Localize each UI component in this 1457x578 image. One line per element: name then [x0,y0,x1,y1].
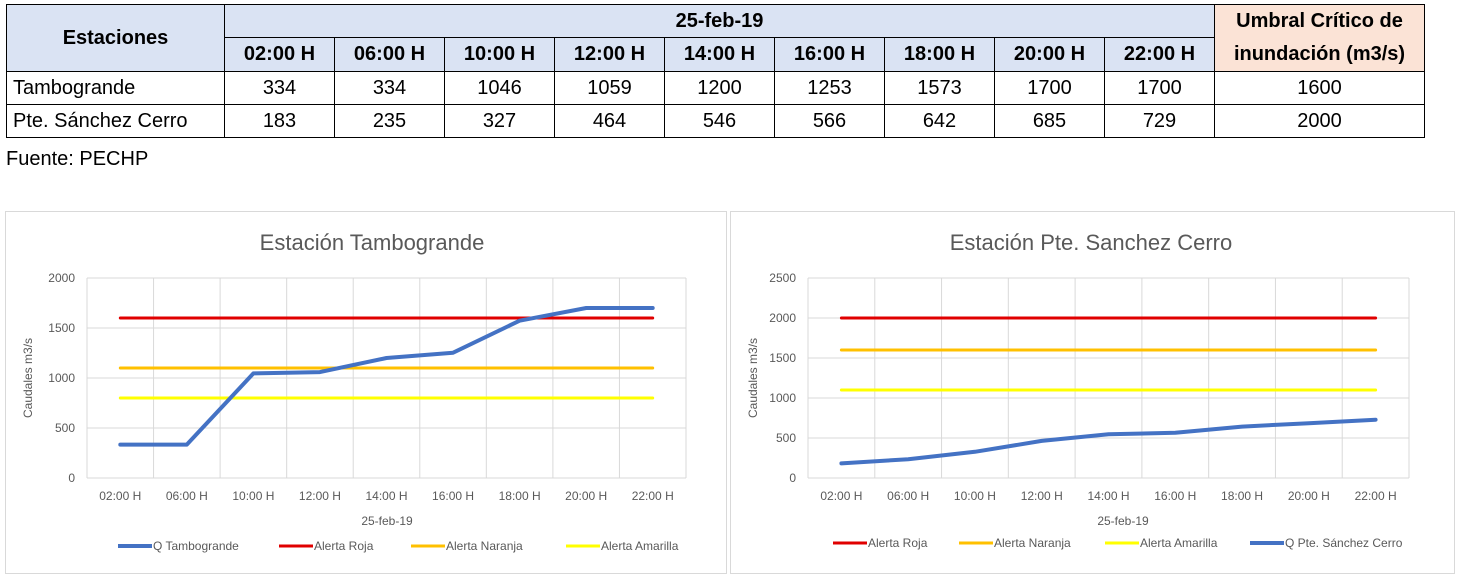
legend-entry: Q Tambogrande [153,539,239,553]
x-tick-label: 02:00 H [820,489,862,503]
header-time: 10:00 H [444,37,555,72]
header-time: 22:00 H [1104,37,1215,72]
legend-entry: Alerta Roja [868,536,928,550]
flow-value: 334 [334,71,445,105]
y-tick-label: 1500 [769,351,796,365]
y-tick-label: 500 [776,431,796,445]
header-date: 25-feb-19 [224,4,1215,38]
header-threshold: Umbral Crítico de inundación (m3/s) [1214,4,1425,72]
chart-title: Estación Tambogrande [260,230,485,255]
flow-value: 1700 [1104,71,1215,105]
flow-value: 235 [334,104,445,138]
y-tick-label: 0 [789,471,796,485]
chart-panel-sanchez-cerro: Estación Pte. Sanchez Cerro 0 500 1000 1500 2… [730,211,1455,574]
x-tick-label: 06:00 H [887,489,929,503]
x-tick-label: 10:00 H [954,489,996,503]
flow-value: 464 [554,104,665,138]
chart-tambogrande: Estación Tambogrande 0 500 1000 1500 2000 02:0… [21,230,687,553]
flow-value: 1253 [774,71,885,105]
header-time: 12:00 H [554,37,665,72]
y-tick-label: 2000 [769,311,796,325]
flow-value: 546 [664,104,775,138]
table-row: Tambogrande 334 334 1046 1059 1200 1253 … [6,71,1425,105]
legend-entry: Alerta Amarilla [601,539,679,553]
flow-value: 334 [224,71,335,105]
y-axis-label: Caudales m3/s [746,338,760,418]
y-tick-label: 1000 [48,371,75,385]
flow-value: 685 [994,104,1105,138]
header-time: 18:00 H [884,37,995,72]
y-tick-label: 2500 [769,271,796,285]
source-note: Fuente: PECHP [6,148,149,170]
x-tick-label: 14:00 H [1087,489,1129,503]
y-axis-label: Caudales m3/s [21,338,35,418]
threshold-value: 1600 [1214,71,1425,105]
x-axis-label: 25-feb-19 [1097,514,1149,528]
x-tick-label: 14:00 H [365,489,407,503]
x-tick-label: 12:00 H [1021,489,1063,503]
legend-entry: Q Pte. Sánchez Cerro [1285,536,1403,550]
x-tick-label: 18:00 H [1221,489,1263,503]
x-tick-label: 20:00 H [565,489,607,503]
header-time: 02:00 H [224,37,335,72]
x-tick-label: 16:00 H [432,489,474,503]
flow-value: 729 [1104,104,1215,138]
y-tick-label: 0 [68,471,75,485]
x-tick-label: 02:00 H [99,489,141,503]
x-tick-label: 16:00 H [1154,489,1196,503]
series-line [839,417,1378,466]
flow-value: 183 [224,104,335,138]
x-tick-label: 12:00 H [299,489,341,503]
series-line [118,306,655,447]
header-time: 16:00 H [774,37,885,72]
x-axis-label: 25-feb-19 [361,514,413,528]
chart-sanchez-cerro: Estación Pte. Sanchez Cerro 0 500 1000 1500 2… [746,230,1410,550]
header-time: 06:00 H [334,37,445,72]
chart-panel-tambogrande: Estación Tambogrande 0 500 1000 1500 2000 02:0… [5,211,727,574]
flow-value: 1573 [884,71,995,105]
flow-value: 1046 [444,71,555,105]
x-tick-label: 18:00 H [499,489,541,503]
legend-entry: Alerta Roja [314,539,374,553]
flow-value: 1700 [994,71,1105,105]
flow-value: 1200 [664,71,775,105]
y-tick-label: 500 [55,421,75,435]
threshold-value: 2000 [1214,104,1425,138]
legend-entry: Alerta Naranja [994,536,1071,550]
y-tick-label: 2000 [48,271,75,285]
flow-value: 566 [774,104,885,138]
header-stations: Estaciones [6,4,225,72]
x-tick-label: 06:00 H [166,489,208,503]
x-tick-label: 22:00 H [1355,489,1397,503]
flow-value: 642 [884,104,995,138]
legend-entry: Alerta Naranja [446,539,523,553]
y-tick-label: 1000 [769,391,796,405]
y-tick-label: 1500 [48,321,75,335]
station-name: Tambogrande [6,71,225,105]
header-time: 14:00 H [664,37,775,72]
station-name: Pte. Sánchez Cerro [6,104,225,138]
chart-title: Estación Pte. Sanchez Cerro [950,230,1232,255]
header-time: 20:00 H [994,37,1105,72]
legend-entry: Alerta Amarilla [1140,536,1218,550]
flow-table: Estaciones 25-feb-19 Umbral Crítico de i… [6,4,1425,138]
flow-value: 1059 [554,71,665,105]
x-tick-label: 22:00 H [632,489,674,503]
x-tick-label: 10:00 H [232,489,274,503]
x-tick-label: 20:00 H [1288,489,1330,503]
flow-value: 327 [444,104,555,138]
table-row: Pte. Sánchez Cerro 183 235 327 464 546 5… [6,104,1425,138]
